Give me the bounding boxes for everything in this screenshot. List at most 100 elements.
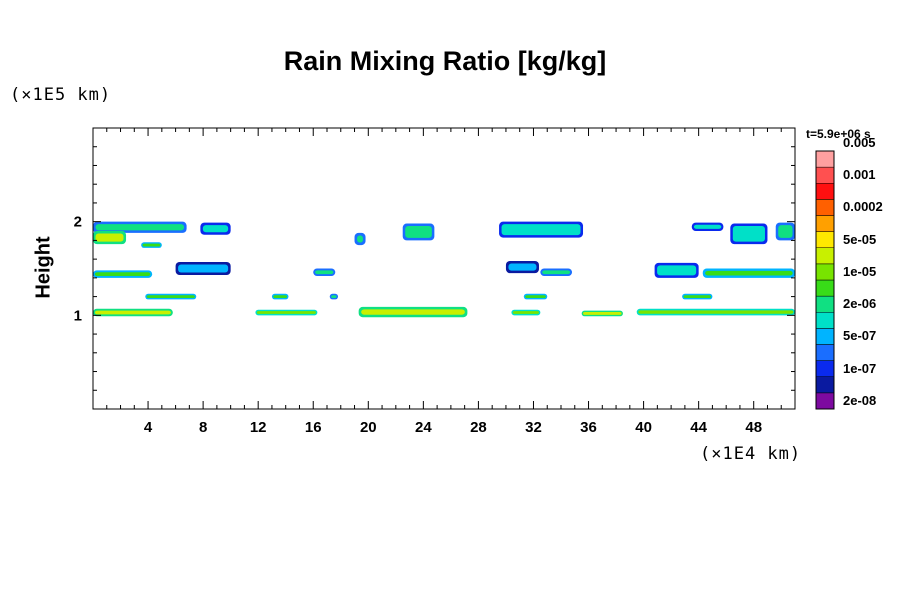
rain-band-core <box>583 312 622 315</box>
rain-band-16 <box>702 268 795 278</box>
rain-band-14 <box>540 268 573 276</box>
rain-band-15 <box>654 262 699 278</box>
rain-band-17 <box>145 293 197 300</box>
rain-band-11 <box>93 270 153 278</box>
rain-band-26 <box>581 310 623 317</box>
colorbar-level-label: 0.001 <box>843 167 876 183</box>
rain-band-core <box>95 233 124 242</box>
rain-band-0 <box>93 221 187 233</box>
colorbar-swatch <box>815 376 835 394</box>
rain-band-core <box>732 226 765 242</box>
rain-band-23 <box>255 309 318 316</box>
colorbar-swatch <box>815 279 835 297</box>
rain-band-4 <box>354 232 366 246</box>
colorbar-swatch <box>815 247 835 265</box>
colorbar-level-label: 1e-07 <box>843 360 877 376</box>
rain-band-core <box>693 224 722 229</box>
rain-band-core <box>501 224 581 236</box>
rain-band-core <box>705 270 793 276</box>
rain-band-24 <box>358 306 468 318</box>
colorbar-swatch <box>815 263 835 281</box>
colorbar-frame <box>815 150 835 410</box>
rain-band-21 <box>682 293 713 300</box>
rain-band-core <box>178 264 229 273</box>
colorbar-swatch <box>815 199 835 216</box>
rain-band-core <box>361 309 465 315</box>
rain-band-core <box>508 263 537 271</box>
rain-band-6 <box>499 221 584 238</box>
rain-band-core <box>512 311 539 314</box>
rain-band-core <box>94 272 151 276</box>
rain-band-20 <box>523 293 548 300</box>
rain-band-core <box>657 265 697 276</box>
colorbar-level-label: 0.0002 <box>843 199 883 215</box>
x-tick-label: 8 <box>199 419 207 436</box>
colorbar-swatch <box>815 295 835 313</box>
colorbar-swatch <box>815 392 835 410</box>
rain-band-22 <box>93 308 173 317</box>
rain-band-core <box>331 295 337 299</box>
x-tick-label: 32 <box>525 419 542 436</box>
colorbar-swatch <box>815 312 835 329</box>
colorbar-level-label: 5e-05 <box>843 231 877 247</box>
colorbar-swatch <box>815 360 835 377</box>
rain-band-5 <box>402 223 435 241</box>
x-tick-label: 44 <box>690 419 707 436</box>
rain-band-core <box>202 225 229 233</box>
colorbar-swatch <box>815 344 835 361</box>
rain-band-core <box>146 295 195 299</box>
x-tick-label: 36 <box>580 419 597 436</box>
rain-band-9 <box>775 222 795 241</box>
colorbar-swatch <box>815 150 835 168</box>
rain-band-core <box>405 226 432 238</box>
rain-band-3 <box>141 242 162 248</box>
data-bands <box>93 221 795 318</box>
time-label: t=5.9e+06 s <box>806 127 871 141</box>
x-tick-label: 40 <box>635 419 652 436</box>
colorbar-swatch <box>815 183 835 200</box>
x-tick-label: 16 <box>305 419 322 436</box>
rain-band-core <box>273 295 288 299</box>
rain-band-2 <box>200 222 231 235</box>
colorbar-swatch <box>815 231 835 248</box>
rain-band-core <box>683 295 712 299</box>
colorbar-level-label: 5e-07 <box>843 328 877 344</box>
rain-band-13 <box>505 261 539 274</box>
x-tick-label: 24 <box>415 419 432 436</box>
chart-title: Rain Mixing Ratio [kg/kg] <box>283 46 607 76</box>
x-tick-label: 12 <box>250 419 267 436</box>
x-axis-unit: (×1E4 km) <box>700 444 802 464</box>
colorbar-swatch <box>815 215 835 232</box>
rain-band-core <box>142 243 161 247</box>
colorbar <box>815 150 835 410</box>
rain-band-core <box>778 225 793 238</box>
rain-band-1 <box>93 231 127 245</box>
y-axis-unit: (×1E5 km) <box>10 85 112 105</box>
colorbar-swatch <box>815 166 835 184</box>
rain-band-core <box>542 270 571 275</box>
colorbar-swatch <box>815 328 835 345</box>
rain-band-core <box>315 270 334 275</box>
colorbar-level-label: 0.005 <box>843 134 876 150</box>
rain-band-27 <box>636 308 795 316</box>
y-tick-label: 1 <box>74 307 82 324</box>
rain-band-8 <box>730 223 768 245</box>
rain-band-core <box>638 310 794 314</box>
rain-band-core <box>525 295 546 299</box>
rain-band-core <box>357 235 364 243</box>
x-tick-label: 4 <box>144 419 153 436</box>
rain-band-25 <box>511 309 541 316</box>
rain-band-10 <box>175 261 231 276</box>
colorbar-level-label: 1e-05 <box>843 263 877 279</box>
colorbar-level-label: 2e-08 <box>843 392 877 408</box>
rain-band-12 <box>313 268 336 276</box>
rain-band-18 <box>271 293 289 300</box>
x-tick-label: 28 <box>470 419 487 436</box>
rain-band-core <box>94 310 171 315</box>
rain-band-19 <box>329 293 339 300</box>
colorbar-level-label: 2e-06 <box>843 296 877 312</box>
rain-band-core <box>256 311 316 314</box>
y-tick-label: 2 <box>74 214 82 231</box>
